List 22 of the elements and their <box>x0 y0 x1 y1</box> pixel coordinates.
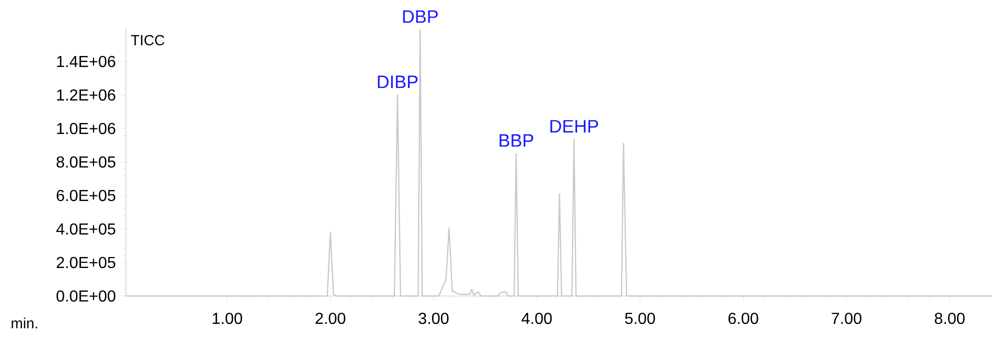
x-tick-label: 8.00 <box>934 312 965 324</box>
x-tick-label: 6.00 <box>728 312 758 324</box>
x-tick-label: 7.00 <box>832 312 862 324</box>
y-tick-label: 1.0E+06 <box>57 122 116 134</box>
x-axis-title: min. <box>12 318 38 328</box>
y-tick-label: 1.2E+06 <box>57 89 116 101</box>
annotation: TICC <box>131 34 164 46</box>
y-tick-label: 1.4E+06 <box>57 56 116 68</box>
x-tick-label: 1.00 <box>212 312 242 324</box>
annotation: DIBP <box>378 76 418 88</box>
x-tick-label: 2.00 <box>316 312 346 324</box>
y-tick-label: 0.0E+00 <box>56 290 116 302</box>
y-tick-label: 8.0E+05 <box>56 156 116 168</box>
y-tick-label: 6.0E+05 <box>56 190 116 202</box>
annotation: DEHP <box>550 120 598 132</box>
annotation: BBP <box>500 134 534 147</box>
y-tick-label: 4.0E+05 <box>56 223 116 235</box>
x-tick-label: 3.00 <box>418 312 449 324</box>
y-tick-label: 2.0E+05 <box>56 256 116 268</box>
x-tick-label: 4.00 <box>522 312 552 324</box>
annotation: DBP <box>403 10 438 23</box>
x-tick-label: 5.00 <box>625 312 655 324</box>
